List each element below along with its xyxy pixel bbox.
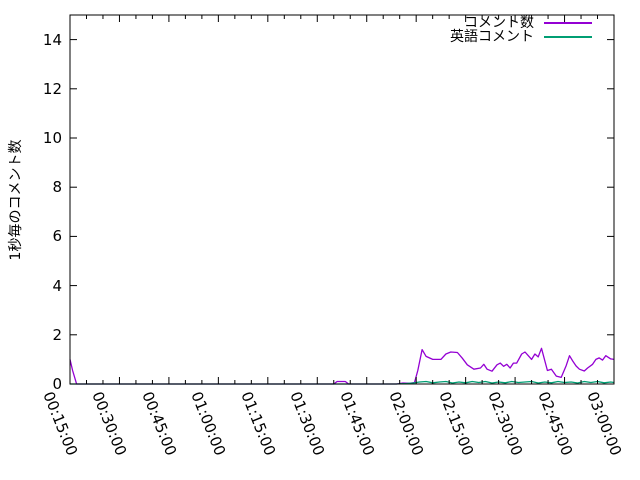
y-tick-label: 12 bbox=[42, 79, 62, 98]
legend-item: 英語コメント bbox=[450, 30, 592, 44]
y-tick-label: 2 bbox=[52, 325, 62, 344]
y-tick-label: 8 bbox=[52, 178, 62, 197]
y-tick-label: 14 bbox=[42, 30, 62, 49]
legend-line-sample bbox=[544, 22, 592, 24]
y-tick-label: 4 bbox=[52, 276, 62, 295]
y-tick-label: 10 bbox=[42, 129, 62, 147]
y-tick-label: 6 bbox=[52, 227, 62, 246]
plot-border bbox=[69, 14, 615, 385]
series-line-1 bbox=[70, 380, 615, 385]
legend-label: 英語コメント bbox=[450, 29, 534, 45]
y-tick-label: 0 bbox=[52, 375, 62, 393]
series-line-0 bbox=[69, 347, 615, 385]
legend-label: コメント数 bbox=[464, 15, 534, 31]
legend-line-sample bbox=[544, 36, 592, 38]
legend: コメント数 英語コメント bbox=[450, 16, 592, 44]
legend-item: コメント数 bbox=[450, 16, 592, 30]
